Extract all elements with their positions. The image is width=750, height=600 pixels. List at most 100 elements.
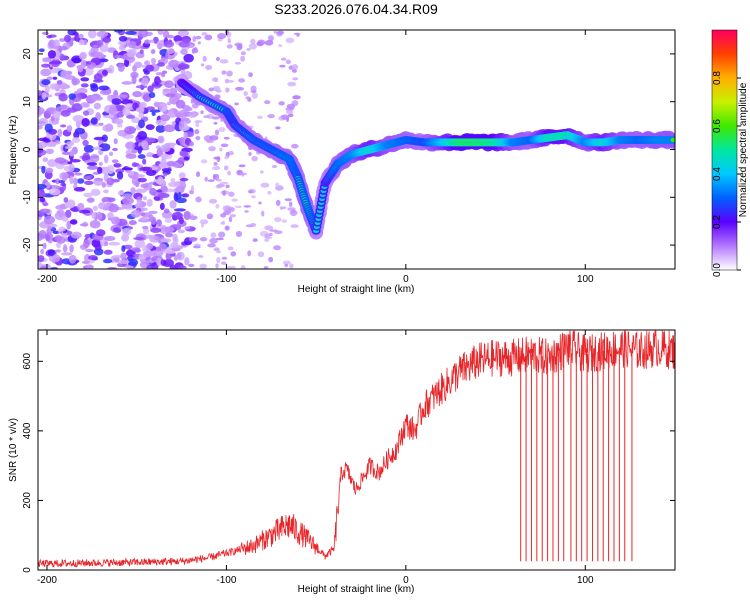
noise-blob xyxy=(260,170,264,174)
noise-blob xyxy=(147,85,154,93)
noise-blob xyxy=(206,139,214,143)
noise-blob xyxy=(226,265,233,269)
noise-blob xyxy=(234,61,241,65)
noise-blob xyxy=(257,39,266,46)
noise-blob xyxy=(146,264,154,269)
noise-blob xyxy=(153,101,160,108)
noise-blob xyxy=(76,178,85,184)
noise-blob xyxy=(215,56,221,62)
noise-blob xyxy=(209,237,218,244)
noise-blob xyxy=(60,69,69,79)
noise-blob xyxy=(96,211,103,220)
noise-blob xyxy=(47,159,57,168)
noise-blob xyxy=(156,257,162,267)
noise-blob xyxy=(86,162,98,166)
noise-blob xyxy=(120,252,127,260)
noise-blob xyxy=(59,53,65,61)
noise-blob xyxy=(38,48,45,53)
noise-blob xyxy=(145,124,155,130)
noise-blob xyxy=(188,111,198,118)
noise-blob xyxy=(121,167,134,171)
noise-blob xyxy=(184,257,190,266)
noise-blob xyxy=(250,195,256,199)
noise-blob xyxy=(46,76,53,81)
snr-plot-area xyxy=(38,330,675,570)
noise-blob xyxy=(173,187,180,194)
noise-blob xyxy=(61,172,68,182)
noise-blob xyxy=(189,215,198,221)
noise-blob xyxy=(69,244,74,253)
noise-blob xyxy=(149,235,161,243)
noise-blob xyxy=(136,199,142,206)
noise-blob xyxy=(223,136,230,140)
noise-blob xyxy=(163,258,175,267)
noise-blob xyxy=(163,40,174,48)
noise-blob xyxy=(146,137,156,143)
noise-blob xyxy=(247,250,252,257)
noise-blob xyxy=(66,125,73,133)
noise-blob xyxy=(122,227,132,236)
noise-blob xyxy=(56,209,65,217)
noise-blob xyxy=(228,191,235,197)
noise-blob xyxy=(250,90,257,93)
noise-blob xyxy=(290,224,299,228)
noise-blob xyxy=(179,150,189,157)
spectrogram-y-tick-label: -10 xyxy=(22,190,33,205)
noise-blob xyxy=(208,87,215,92)
noise-blob xyxy=(223,165,229,171)
noise-blob xyxy=(83,180,94,186)
noise-blob xyxy=(177,157,185,165)
noise-blob xyxy=(155,178,164,185)
noise-blob xyxy=(248,43,257,50)
noise-blob xyxy=(82,139,89,147)
noise-blob xyxy=(230,251,237,257)
noise-blob xyxy=(38,137,50,142)
noise-blob xyxy=(59,46,68,51)
noise-blob xyxy=(53,39,60,48)
noise-blob xyxy=(223,210,231,216)
noise-blob xyxy=(285,110,294,114)
noise-blob xyxy=(280,114,290,120)
noise-blob xyxy=(173,35,183,43)
noise-blob xyxy=(139,101,147,109)
noise-blob xyxy=(92,205,98,211)
noise-blob xyxy=(157,30,164,36)
noise-blob xyxy=(124,125,136,135)
noise-blob xyxy=(80,101,89,108)
noise-blob xyxy=(47,249,55,256)
noise-blob xyxy=(137,130,148,140)
noise-blob xyxy=(215,203,220,209)
noise-blob xyxy=(90,188,101,197)
noise-blob xyxy=(161,73,166,78)
noise-blob xyxy=(189,213,194,217)
noise-blob xyxy=(215,237,224,241)
snr-x-tick-label: -100 xyxy=(216,575,236,586)
snr-x-tick-label: 100 xyxy=(577,575,594,586)
noise-blob xyxy=(275,186,285,190)
noise-blob xyxy=(177,30,190,37)
noise-blob xyxy=(248,152,252,156)
noise-blob xyxy=(169,109,175,119)
noise-blob xyxy=(156,40,164,50)
noise-blob xyxy=(79,52,86,60)
noise-blob xyxy=(38,141,48,148)
noise-blob xyxy=(118,35,128,42)
noise-blob xyxy=(92,146,103,150)
colorbar-tick-label: 0.0 xyxy=(712,263,723,277)
noise-blob xyxy=(104,241,109,246)
noise-blob xyxy=(103,189,109,194)
noise-blob xyxy=(117,190,125,196)
noise-blob xyxy=(175,99,186,109)
noise-blob xyxy=(132,162,140,167)
noise-blob xyxy=(213,161,218,166)
noise-blob xyxy=(178,109,189,118)
noise-blob xyxy=(160,144,171,153)
noise-blob xyxy=(112,255,122,259)
noise-blob xyxy=(103,249,113,255)
noise-blob xyxy=(64,202,71,209)
spectrogram-x-tick-label: -100 xyxy=(216,274,236,285)
noise-blob xyxy=(160,259,167,267)
noise-blob xyxy=(228,207,235,212)
noise-blob xyxy=(161,185,168,193)
